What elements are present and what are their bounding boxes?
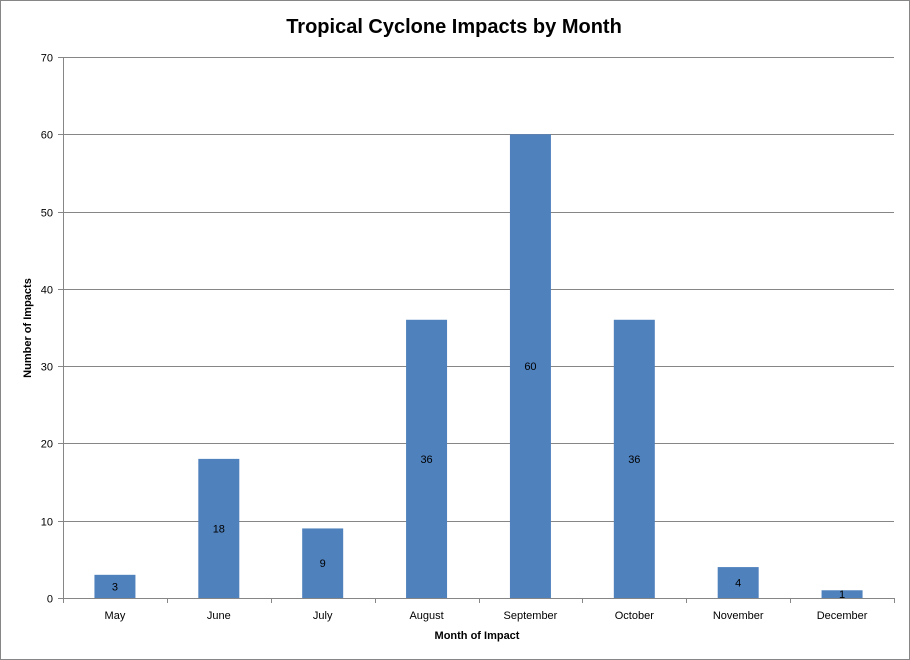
y-tick-label: 40 (41, 285, 53, 297)
data-label-june: 18 (213, 523, 225, 535)
data-label-september: 60 (524, 361, 536, 373)
bar-june (198, 458, 240, 598)
data-label-october: 36 (628, 454, 640, 466)
y-tick-label: 60 (41, 130, 53, 142)
axes (58, 57, 895, 603)
data-label-november: 4 (735, 578, 741, 590)
bar-august (406, 319, 448, 598)
bar-october (613, 319, 655, 598)
gridlines (63, 57, 894, 522)
y-tick-label: 50 (41, 208, 53, 220)
x-axis-title: Month of Impact (435, 630, 520, 642)
labels: 0 10 20 30 40 50 60 70 3 May 18 June 9 July 36 August 60… (41, 53, 868, 623)
data-label-december: 1 (839, 589, 845, 601)
y-tick-label: 0 (47, 594, 53, 606)
x-tick-label-june: June (207, 610, 231, 622)
data-label-august: 36 (420, 454, 432, 466)
y-tick-label: 30 (41, 362, 53, 374)
bar-september (509, 134, 551, 599)
bar-december (821, 590, 863, 598)
data-label-may: 3 (112, 581, 118, 593)
x-tick-label-september: September (504, 610, 558, 622)
x-tick-label-august: August (409, 610, 443, 622)
x-tick-label-december: December (817, 610, 868, 622)
y-axis-title: Number of Impacts (22, 278, 34, 378)
x-tick-label-october: October (615, 610, 654, 622)
bar-july (302, 528, 344, 598)
y-tick-label: 10 (41, 517, 53, 529)
x-tick-label-july: July (313, 610, 333, 622)
bar-may (94, 574, 136, 598)
x-tick-label-may: May (105, 610, 126, 622)
y-tick-label: 70 (41, 53, 53, 65)
bar-november (717, 567, 759, 598)
bars (94, 134, 863, 599)
x-tick-label-november: November (713, 610, 764, 622)
y-tick-label: 20 (41, 439, 53, 451)
chart-title: Tropical Cyclone Impacts by Month (286, 16, 622, 38)
data-label-july: 9 (320, 558, 326, 570)
